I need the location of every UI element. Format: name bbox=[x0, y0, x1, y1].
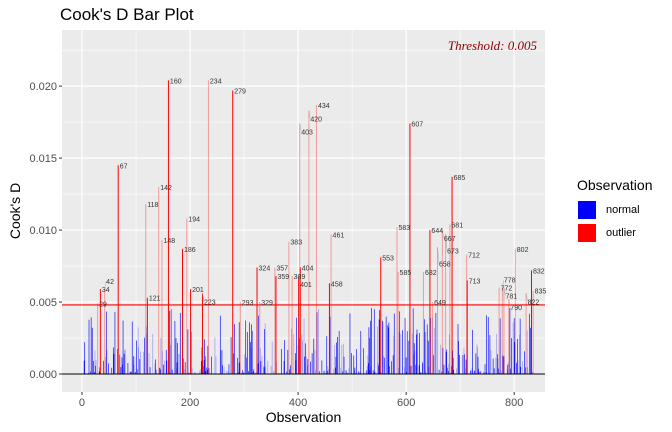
legend-title: Observation bbox=[577, 177, 653, 193]
bar-label: 279 bbox=[234, 88, 246, 95]
bar-label: 194 bbox=[188, 217, 200, 224]
bar-label: 329 bbox=[261, 300, 273, 307]
bar-label-leader bbox=[308, 110, 311, 119]
bar-label: 553 bbox=[382, 255, 394, 262]
bar-label-leader bbox=[437, 247, 440, 264]
bar-label: 822 bbox=[528, 299, 540, 306]
bar-label: 401 bbox=[300, 282, 312, 289]
y-tick-label: 0.000 bbox=[29, 369, 57, 381]
bar-label: 142 bbox=[160, 185, 172, 192]
bar-label-leader bbox=[525, 293, 528, 302]
legend-label-normal: normal bbox=[606, 203, 640, 216]
x-axis-title: Observation bbox=[266, 409, 341, 425]
x-tick-label: 800 bbox=[505, 397, 523, 409]
legend-swatch-normal bbox=[577, 199, 597, 220]
bar-label-leader bbox=[202, 293, 205, 302]
legend: Observation normal outlier bbox=[577, 177, 652, 244]
bar-label: 389 bbox=[294, 274, 306, 281]
bar-label: 383 bbox=[290, 240, 302, 247]
bar-label: 234 bbox=[210, 78, 222, 85]
bar-label: 160 bbox=[170, 78, 182, 85]
bar-label: 790 bbox=[510, 305, 522, 312]
bar-label-leader bbox=[299, 123, 302, 132]
bar-label: 632 bbox=[425, 270, 437, 277]
legend-item-outlier: outlier bbox=[577, 221, 652, 244]
x-tick-label: 0 bbox=[79, 397, 85, 409]
bar-label: 772 bbox=[501, 286, 513, 293]
bar-label: 673 bbox=[447, 248, 459, 255]
bar-label-leader bbox=[442, 230, 445, 239]
bar-label: 458 bbox=[331, 281, 343, 288]
bar-label: 781 bbox=[505, 294, 517, 301]
bar-label: 607 bbox=[411, 122, 423, 129]
bar-label-leader bbox=[445, 234, 448, 251]
legend-label-outlier: outlier bbox=[606, 226, 636, 239]
x-tick-label: 400 bbox=[289, 397, 307, 409]
legend-swatch-outlier bbox=[577, 222, 597, 243]
bar-label: 223 bbox=[204, 299, 216, 306]
bar-label: 649 bbox=[434, 300, 446, 307]
bar-label: 118 bbox=[147, 202, 158, 209]
bar-label: 293 bbox=[242, 300, 254, 307]
bar-label: 681 bbox=[451, 222, 463, 229]
bar-label-leader bbox=[298, 276, 301, 285]
bar-label: 121 bbox=[149, 296, 161, 303]
panel-background bbox=[62, 30, 545, 392]
y-tick-label: 0.015 bbox=[29, 153, 57, 165]
y-tick-label: 0.010 bbox=[29, 225, 57, 237]
x-tick-label: 600 bbox=[397, 397, 415, 409]
bar-label: 685 bbox=[454, 175, 466, 182]
bar-label: 359 bbox=[277, 274, 289, 281]
bar-label: 420 bbox=[310, 117, 322, 124]
bar-label: 201 bbox=[192, 287, 204, 294]
bar-label: 713 bbox=[469, 278, 481, 285]
chart-title: Cook's D Bar Plot bbox=[60, 5, 194, 24]
bar-label: 585 bbox=[400, 270, 412, 277]
bar-label: 403 bbox=[301, 130, 313, 137]
bar-label: 712 bbox=[468, 253, 480, 260]
y-tick-label: 0.005 bbox=[29, 297, 57, 309]
bar-label-leader bbox=[503, 287, 506, 296]
bar-label: 644 bbox=[431, 228, 443, 235]
bar-label: 778 bbox=[504, 278, 516, 285]
bar-label: 67 bbox=[120, 163, 128, 170]
x-tick-label: 200 bbox=[181, 397, 199, 409]
bar-label-leader bbox=[104, 281, 107, 290]
bar-label: 29 bbox=[99, 301, 107, 308]
bar-label: 658 bbox=[439, 261, 451, 268]
bar-label: 434 bbox=[318, 103, 330, 110]
bar-label: 42 bbox=[106, 279, 114, 286]
bar-label: 34 bbox=[102, 287, 110, 294]
bar-label: 148 bbox=[163, 238, 175, 245]
y-axis-title: Cook's D bbox=[7, 183, 23, 239]
legend-item-normal: normal bbox=[577, 198, 652, 221]
y-tick-label: 0.020 bbox=[29, 81, 57, 93]
threshold-label: Threshold: 0.005 bbox=[448, 38, 538, 53]
bar-label-leader bbox=[502, 279, 505, 288]
bar-label: 461 bbox=[333, 232, 345, 239]
bar-label: 802 bbox=[517, 247, 529, 254]
bar-label: 667 bbox=[444, 236, 456, 243]
bar-label: 404 bbox=[302, 265, 314, 272]
bar-label-leader bbox=[508, 299, 511, 308]
bar-label: 583 bbox=[398, 225, 410, 232]
bar-label: 835 bbox=[535, 289, 547, 296]
bar-label: 832 bbox=[533, 268, 545, 275]
bar-label: 357 bbox=[276, 265, 288, 272]
bar-label: 186 bbox=[184, 247, 196, 254]
bar-label: 324 bbox=[259, 265, 271, 272]
